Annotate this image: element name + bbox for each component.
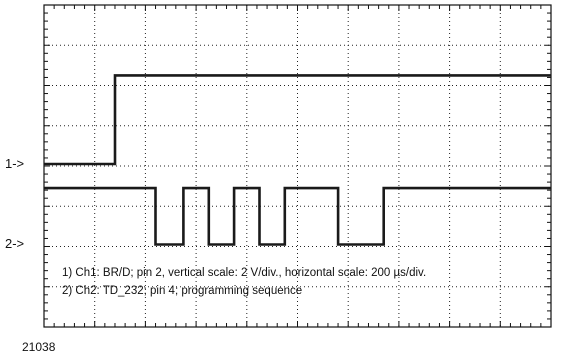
trace-channel-2 (44, 186, 551, 246)
plot-grid (44, 5, 551, 327)
channel-1-marker: 1-> (5, 155, 25, 171)
trace-channel-1 (44, 74, 551, 166)
channel-2-marker: 2-> (5, 236, 25, 252)
annotation-channel-1: 1) Ch1: BR/D; pin 2, vertical scale: 2 V… (62, 267, 427, 279)
figure-id: 21038 (22, 340, 56, 354)
axis-ticks (43, 4, 552, 328)
signal-traces (44, 74, 551, 246)
annotation-channel-2: 2) Ch2: TD_232; pin 4; programming seque… (62, 285, 303, 297)
